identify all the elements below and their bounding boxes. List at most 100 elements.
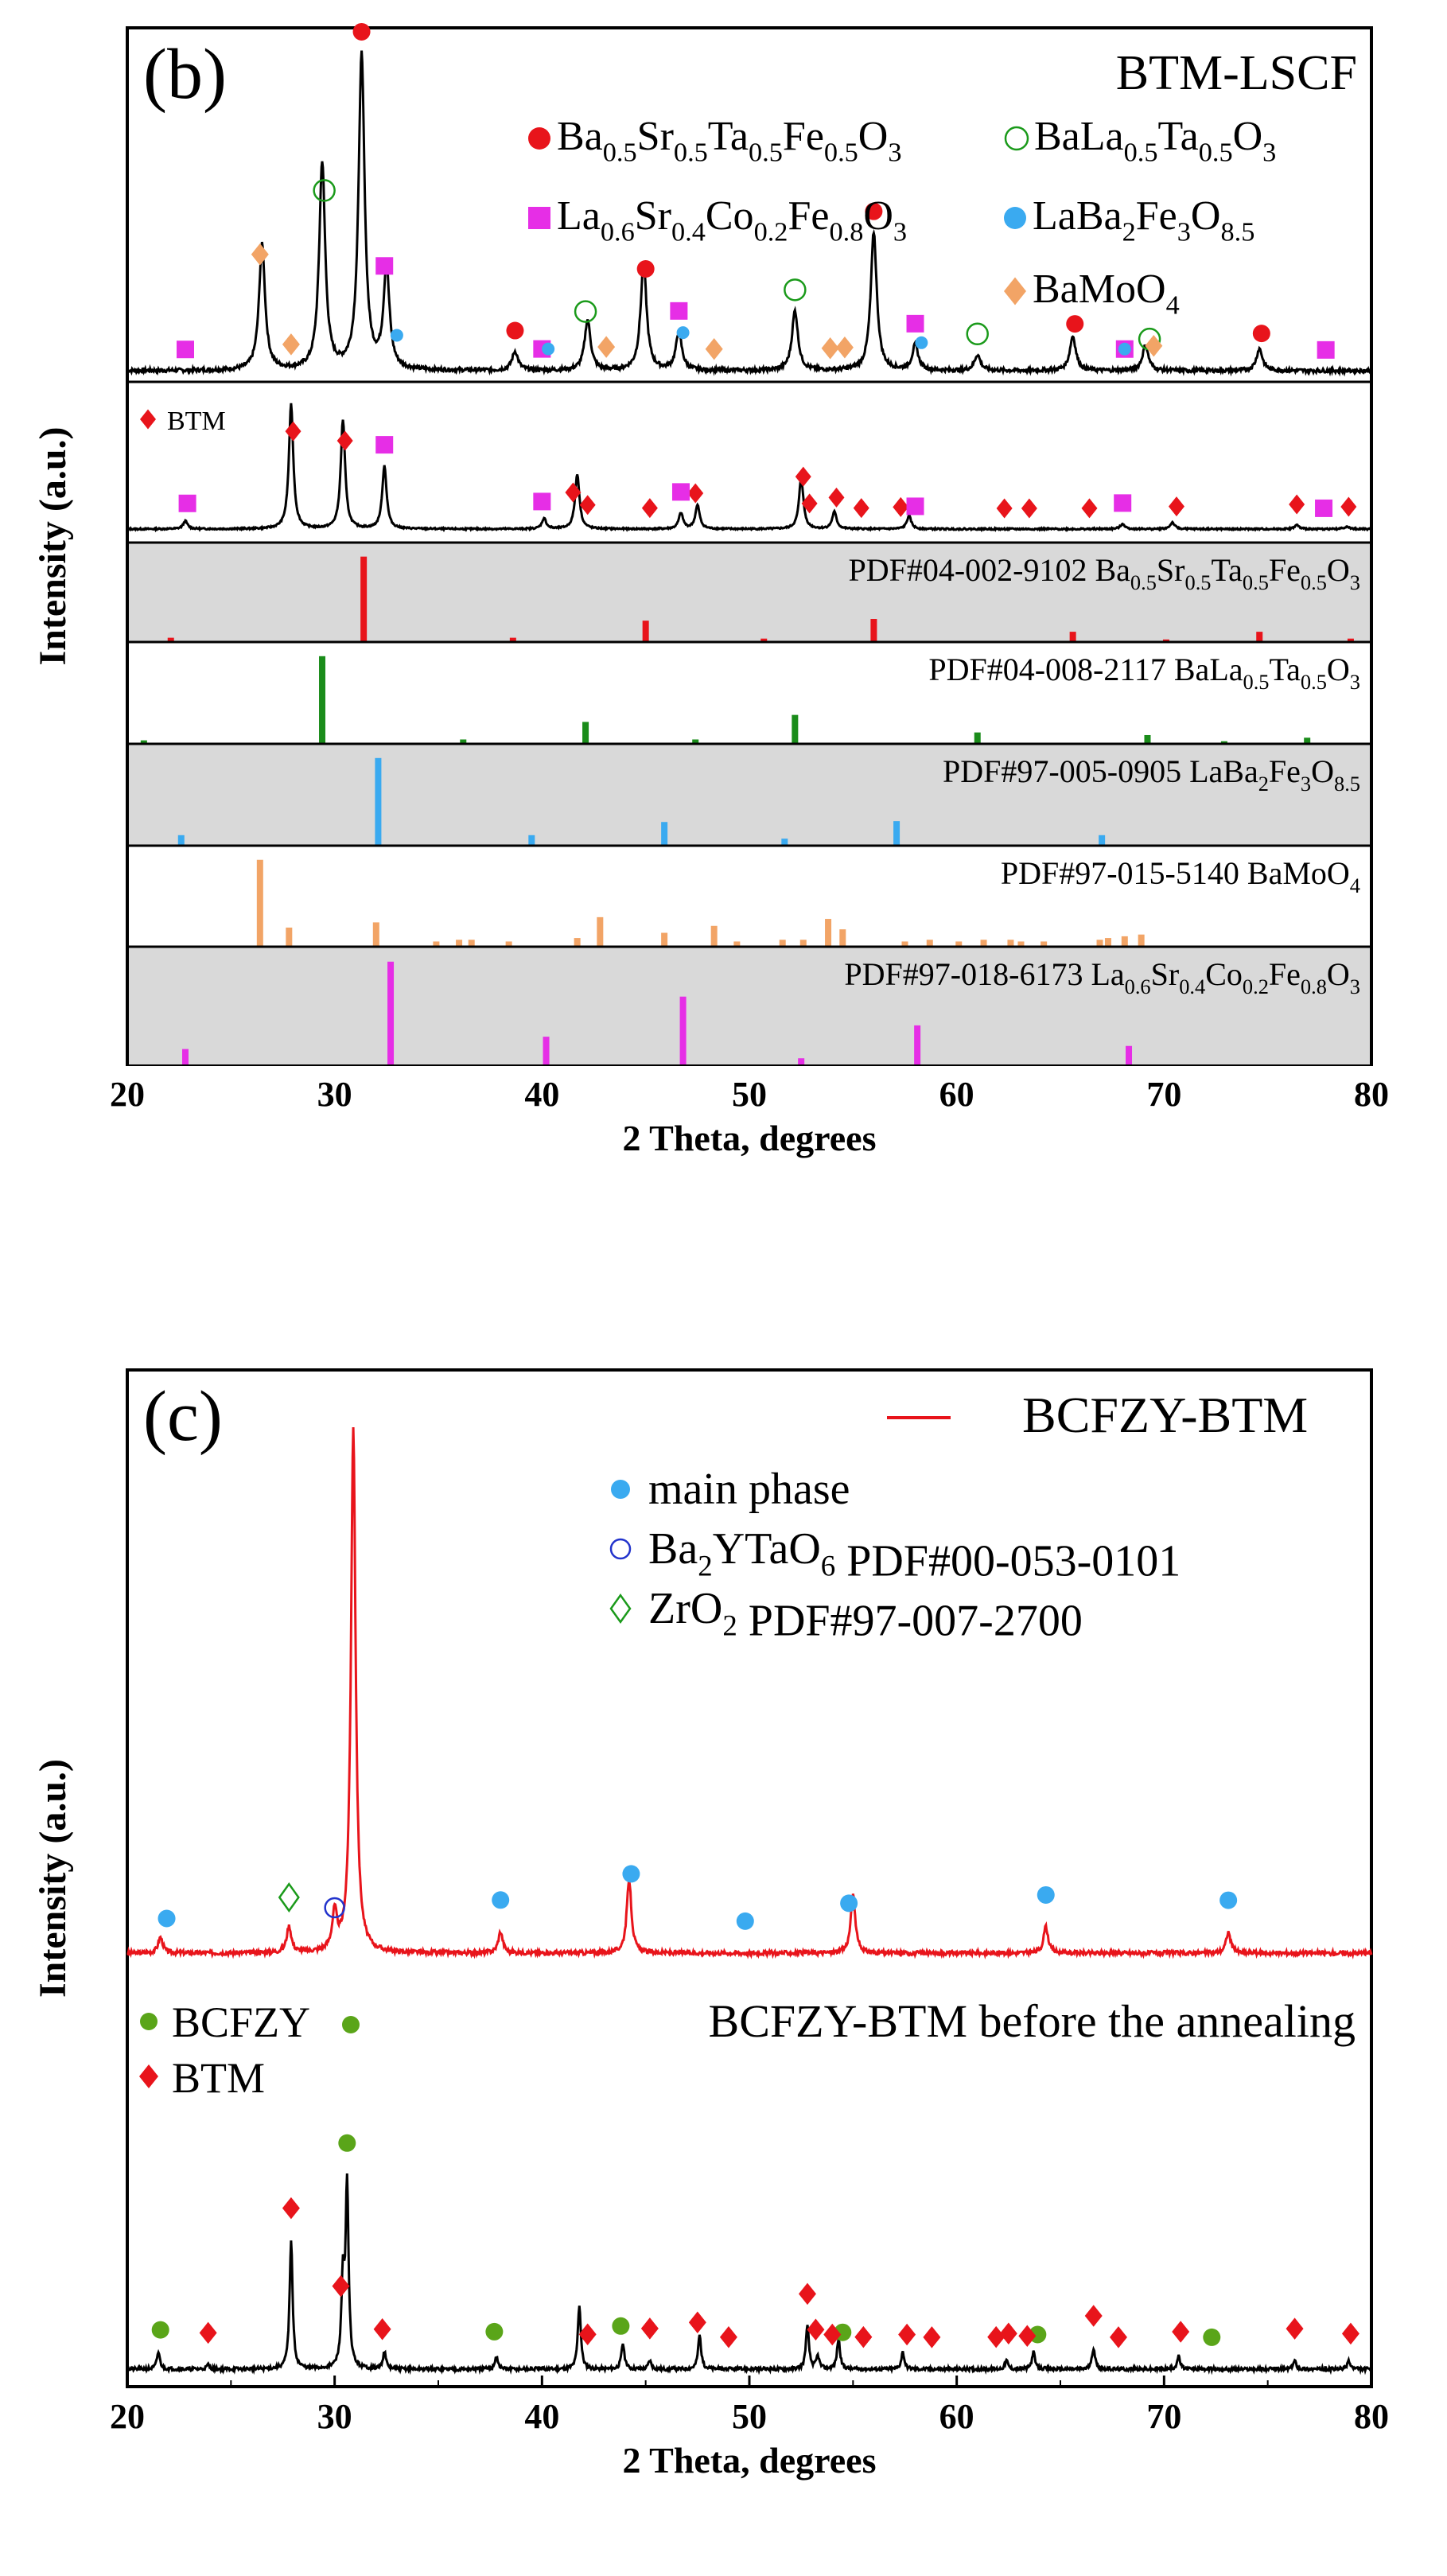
reference-line (710, 925, 718, 947)
reference-line (286, 927, 293, 947)
legend-marker-bala0-5ta0-5o3 (1004, 126, 1029, 151)
x-axis-label: 2 Theta, degrees (623, 2440, 877, 2481)
phase-marker-btm (641, 498, 658, 519)
annotation-label: BCFZY (172, 1998, 310, 2046)
x-tick-label: 80 (1354, 1075, 1389, 1114)
phase-marker-main-phase (1037, 1885, 1055, 1904)
phase-marker-bamoo4 (1145, 335, 1163, 357)
reference-line (574, 938, 581, 947)
reference-line (505, 941, 512, 947)
phase-marker-bamoo4 (835, 336, 854, 359)
phase-marker-la0-6sr0-4co0-2fe0-8o3 (178, 494, 196, 512)
reference-line (1256, 632, 1263, 642)
phase-marker-la0-6sr0-4co0-2fe0-8o3 (176, 340, 194, 359)
x-tick-label: 60 (939, 1075, 974, 1114)
reference-line (792, 714, 799, 744)
phase-marker-btm (285, 421, 301, 442)
x-tick-label: 60 (939, 2397, 974, 2436)
y-axis-label: Intensity (a.u.) (32, 426, 74, 665)
legend-marker-zro2-pdf-97-007-2700 (609, 1593, 632, 1624)
phase-marker-la0-6sr0-4co0-2fe0-8o3 (670, 302, 688, 320)
phase-marker-btm (854, 2325, 873, 2348)
phase-marker-btm (999, 2322, 1017, 2344)
x-tick-label: 40 (524, 1075, 559, 1114)
annotation-marker-btm (139, 2064, 158, 2088)
reference-line (733, 941, 741, 947)
reference-line (1007, 940, 1014, 947)
phase-marker-btm (823, 2323, 842, 2346)
reference-line (839, 929, 846, 947)
phase-marker-btm (795, 466, 811, 487)
phase-marker-btm (923, 2326, 941, 2348)
legend-marker-laba2fe3o8-5 (1004, 207, 1026, 229)
legend-label: main phase (648, 1465, 850, 1514)
legend-label: BaLa0.5Ta0.5O3 (1034, 114, 1276, 168)
phase-marker-btm (898, 2323, 916, 2346)
reference-line (1220, 741, 1227, 744)
chart-title: BTM-LSCF (1116, 46, 1357, 100)
phase-marker-btm (996, 498, 1013, 519)
reference-line (582, 722, 589, 744)
phase-marker-btm (1168, 496, 1184, 517)
reference-line (1347, 638, 1354, 642)
legend-label: Ba2YTaO6 PDF#00-053-0101 (648, 1524, 1181, 1586)
reference-line (1096, 940, 1103, 947)
phase-marker-la0-6sr0-4co0-2fe0-8o3 (906, 497, 924, 516)
reference-line (980, 940, 987, 947)
reference-line (360, 556, 368, 642)
phase-marker-btm (687, 483, 704, 504)
phase-marker-bamoo4 (705, 338, 723, 360)
y-axis-label: Intensity (a.u.) (32, 1759, 74, 1998)
x-tick-label: 80 (1354, 2397, 1389, 2436)
legend-marker-ba2ytao6-pdf-00-053-0101 (609, 1538, 632, 1560)
phase-marker-btm (1172, 2321, 1190, 2343)
legend-marker-bamoo4 (1004, 277, 1026, 305)
reference-line (870, 619, 877, 642)
phase-marker-zro2 (278, 1882, 300, 1913)
phase-marker-btm (987, 2325, 1006, 2348)
reference-line (661, 822, 668, 846)
phase-marker-btm (373, 2318, 391, 2341)
reference-band (129, 744, 1370, 846)
reference-line (974, 732, 981, 744)
reference-line (528, 835, 535, 846)
panel-label: (c) (143, 1377, 223, 1456)
reference-line (181, 1049, 189, 1064)
legend-label: ZrO2 PDF#97-007-2700 (648, 1584, 1083, 1646)
reference-band (129, 947, 1370, 1064)
phase-marker-btm (1286, 2317, 1304, 2340)
reference-line (760, 638, 768, 642)
phase-marker-btm (719, 2325, 737, 2348)
phase-marker-btm (579, 495, 596, 516)
reference-band (129, 543, 1370, 642)
legend-label: Ba0.5Sr0.5Ta0.5Fe0.5O3 (557, 114, 902, 168)
phase-marker-main-phase (622, 1865, 640, 1883)
reference-line (1069, 632, 1076, 642)
reference-line (692, 739, 699, 744)
reference-label: PDF#97-018-6173 La0.6Sr0.4Co0.2Fe0.8O3 (844, 956, 1360, 998)
phase-marker-la0-6sr0-4co0-2fe0-8o3 (1114, 494, 1132, 512)
reference-line (375, 757, 382, 846)
phase-marker-btm (807, 2318, 825, 2341)
phase-marker-bamoo4 (251, 243, 269, 266)
phase-marker-btm (1341, 2322, 1359, 2345)
reference-label: PDF#97-005-0905 LaBa2Fe3O8.5 (943, 753, 1360, 796)
reference-line (167, 637, 174, 642)
annotation-label: BTM (172, 2054, 265, 2102)
reference-line (893, 821, 900, 846)
x-tick-label: 30 (317, 2397, 352, 2436)
phase-marker-bcfzy (338, 2134, 356, 2152)
reference-line (642, 621, 649, 642)
phase-marker-laba2fe3o8-5 (542, 342, 555, 356)
phase-marker-main-phase (492, 1891, 510, 1909)
series-line-btm-lscf (126, 50, 1373, 377)
legend-marker-la0-6sr0-4co0-2fe0-8o3 (528, 207, 550, 229)
phase-marker-btm (1018, 2325, 1037, 2347)
reference-line (256, 859, 263, 947)
phase-marker-btm (688, 2311, 706, 2334)
series-line-btm (126, 403, 1373, 533)
x-tick-label: 30 (317, 1075, 352, 1114)
phase-marker-main-phase (158, 1909, 176, 1928)
x-tick-label: 20 (110, 1075, 145, 1114)
